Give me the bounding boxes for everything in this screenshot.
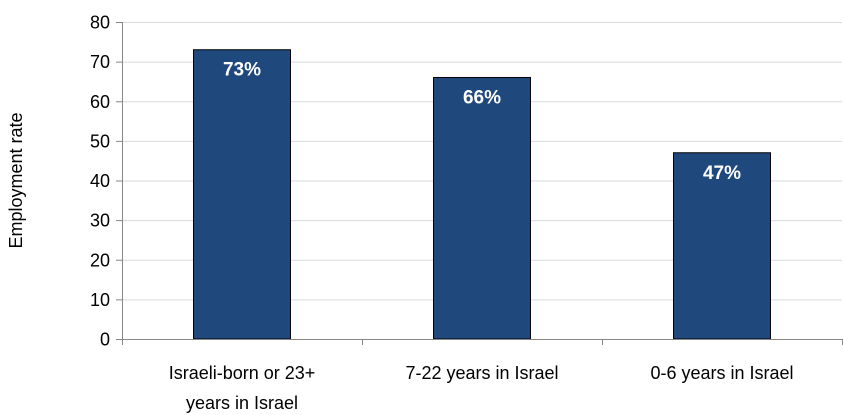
y-axis-title: Employment rate	[6, 112, 26, 248]
x-category-labels: Israeli-born or 23+ years in Israel 7-22 y…	[169, 363, 794, 413]
data-label-2: 66%	[463, 87, 501, 108]
y-tick-label-10: 10	[90, 290, 110, 310]
bar-3	[673, 152, 771, 340]
y-tick-label-20: 20	[90, 250, 110, 270]
data-labels: 73% 66% 47%	[223, 60, 741, 184]
y-tick-label-60: 60	[90, 92, 110, 112]
y-tick-label-50: 50	[90, 131, 110, 151]
x-category-label-line: 0-6 years in Israel	[650, 363, 793, 383]
data-label-1: 73%	[223, 60, 261, 81]
x-category-label-1: Israeli-born or 23+ years in Israel	[169, 363, 316, 413]
y-tick-label-40: 40	[90, 171, 110, 191]
y-tick-label-70: 70	[90, 52, 110, 72]
bars	[193, 49, 771, 340]
y-tick-label-80: 80	[90, 13, 110, 33]
data-label-3: 47%	[703, 163, 741, 184]
bar-2	[433, 76, 531, 340]
x-category-label-line: Israeli-born or 23+	[169, 363, 316, 383]
bar-1	[193, 49, 291, 340]
x-category-label-line: 7-22 years in Israel	[405, 363, 558, 383]
x-category-label-line: years in Israel	[186, 393, 298, 413]
y-tick-label-30: 30	[90, 211, 110, 231]
x-category-label-3: 0-6 years in Israel	[650, 363, 793, 383]
axes	[116, 22, 843, 345]
y-tick-labels: 0 10 20 30 40 50 60 70 80	[90, 13, 110, 350]
x-category-label-2: 7-22 years in Israel	[405, 363, 558, 383]
y-tick-label-0: 0	[100, 330, 110, 350]
